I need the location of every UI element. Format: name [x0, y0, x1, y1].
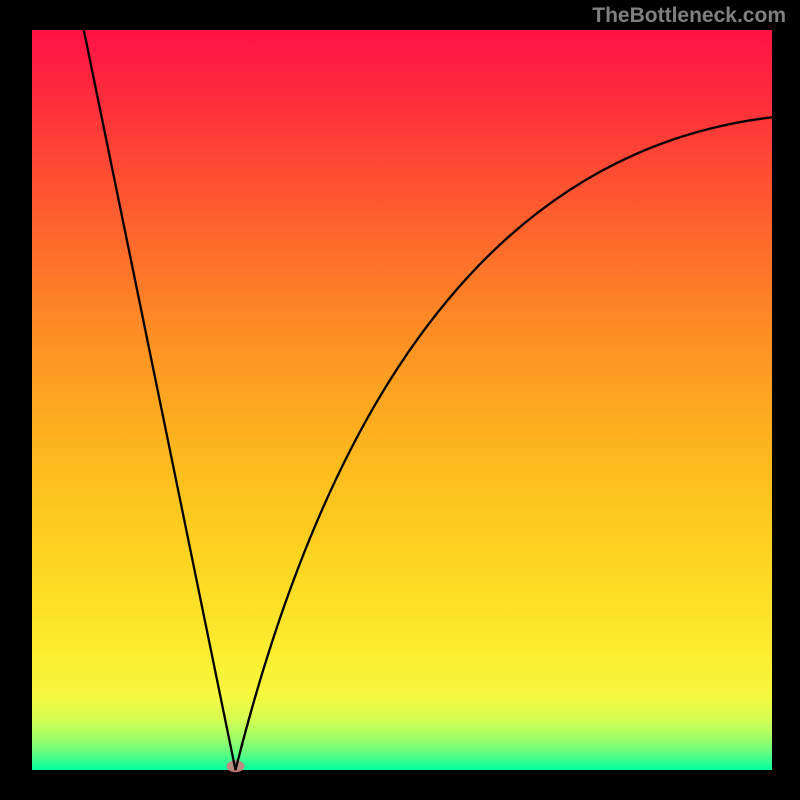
plot-background [32, 30, 772, 770]
chart-container: TheBottleneck.com [0, 0, 800, 800]
chart-svg [0, 0, 800, 800]
watermark-text: TheBottleneck.com [592, 4, 786, 28]
